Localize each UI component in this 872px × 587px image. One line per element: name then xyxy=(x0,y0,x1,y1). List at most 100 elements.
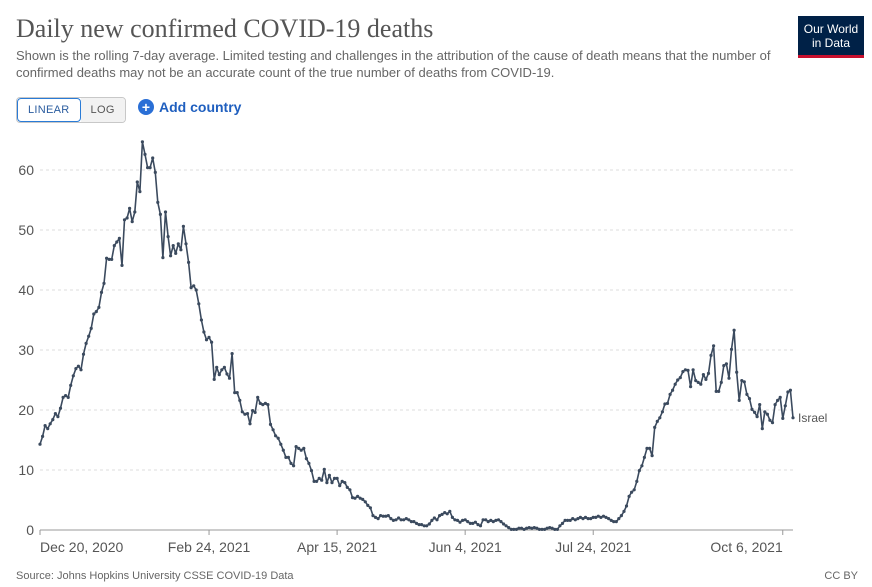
data-point xyxy=(309,469,314,473)
data-point xyxy=(463,518,467,522)
data-point xyxy=(394,518,398,522)
log-scale-button[interactable]: LOG xyxy=(80,98,125,122)
data-point xyxy=(461,518,465,523)
data-point xyxy=(722,364,726,368)
data-point xyxy=(540,527,544,532)
data-point xyxy=(402,518,406,522)
data-point xyxy=(637,469,641,473)
data-point xyxy=(58,406,63,410)
data-point xyxy=(233,391,237,395)
data-point xyxy=(397,516,401,520)
data-point xyxy=(578,515,583,520)
data-point xyxy=(307,461,311,465)
data-point xyxy=(368,506,372,510)
data-point xyxy=(653,425,657,429)
data-point xyxy=(61,395,65,399)
data-point xyxy=(740,379,744,383)
data-point xyxy=(46,427,50,431)
data-point xyxy=(240,410,244,414)
data-point xyxy=(412,520,416,524)
linear-scale-button[interactable]: LINEAR xyxy=(17,98,81,122)
data-point xyxy=(732,328,736,332)
data-point xyxy=(642,455,647,459)
y-tick-label: 20 xyxy=(18,402,34,418)
data-point xyxy=(140,140,144,144)
data-point xyxy=(379,514,383,518)
data-point xyxy=(163,210,168,214)
data-point xyxy=(230,352,234,356)
data-point xyxy=(48,422,52,426)
data-point xyxy=(348,488,352,492)
data-point xyxy=(117,236,121,240)
owid-logo[interactable]: Our World in Data xyxy=(798,16,864,58)
data-point xyxy=(440,512,444,517)
data-point xyxy=(601,514,606,518)
data-point xyxy=(87,334,91,338)
data-point xyxy=(256,395,260,399)
data-point xyxy=(274,434,278,438)
data-point xyxy=(187,260,191,264)
data-point xyxy=(635,479,639,483)
data-point xyxy=(676,378,680,382)
data-point xyxy=(609,518,613,523)
data-point xyxy=(94,310,98,314)
data-point xyxy=(64,394,68,398)
x-tick-label: Jun 4, 2021 xyxy=(429,539,502,555)
x-tick-label: Feb 24, 2021 xyxy=(168,539,251,555)
data-point xyxy=(343,481,347,485)
data-point xyxy=(238,398,242,402)
data-point xyxy=(755,415,759,419)
data-point xyxy=(407,518,411,522)
data-point xyxy=(199,318,203,322)
data-point xyxy=(683,368,688,372)
data-point xyxy=(778,395,782,399)
data-point xyxy=(153,170,157,174)
data-point xyxy=(220,368,224,372)
license-label[interactable]: CC BY xyxy=(824,570,858,582)
data-point xyxy=(770,421,775,425)
data-point xyxy=(458,520,462,524)
data-point xyxy=(604,515,608,520)
data-point xyxy=(284,455,288,459)
data-point xyxy=(135,180,139,184)
data-point xyxy=(563,518,567,523)
series-label: Israel xyxy=(798,411,827,425)
data-point xyxy=(612,520,616,524)
data-point xyxy=(478,524,483,528)
data-point xyxy=(548,526,552,530)
data-point xyxy=(276,436,280,440)
data-point xyxy=(735,370,739,374)
data-point xyxy=(550,526,554,530)
y-axis-ticks: 0 10 20 30 40 50 60 xyxy=(18,162,34,538)
data-point xyxy=(432,516,436,520)
data-point xyxy=(41,434,45,438)
data-point xyxy=(499,520,503,524)
data-point xyxy=(704,377,708,381)
add-country-button[interactable]: + Add country xyxy=(138,99,241,115)
data-point xyxy=(509,527,513,532)
data-point xyxy=(737,398,741,402)
y-tick-label: 30 xyxy=(18,342,34,358)
source-note[interactable]: Source: Johns Hopkins University CSSE CO… xyxy=(16,570,294,582)
series-line-israel xyxy=(39,141,794,531)
data-point xyxy=(76,364,80,368)
data-point xyxy=(102,281,106,285)
data-point xyxy=(289,461,293,465)
data-point xyxy=(169,254,173,258)
data-point xyxy=(204,338,209,342)
data-point xyxy=(89,326,93,330)
data-point xyxy=(445,512,449,516)
data-point xyxy=(435,518,439,522)
data-point xyxy=(158,212,162,216)
data-point xyxy=(527,526,531,530)
data-point xyxy=(589,517,593,521)
data-point xyxy=(545,526,549,530)
data-point xyxy=(120,263,124,267)
data-point xyxy=(81,352,86,356)
data-point xyxy=(71,374,75,378)
data-point xyxy=(719,380,723,384)
chart-subtitle: Shown is the rolling 7-day average. Limi… xyxy=(16,48,771,80)
data-point xyxy=(245,412,250,416)
data-point xyxy=(84,341,88,345)
